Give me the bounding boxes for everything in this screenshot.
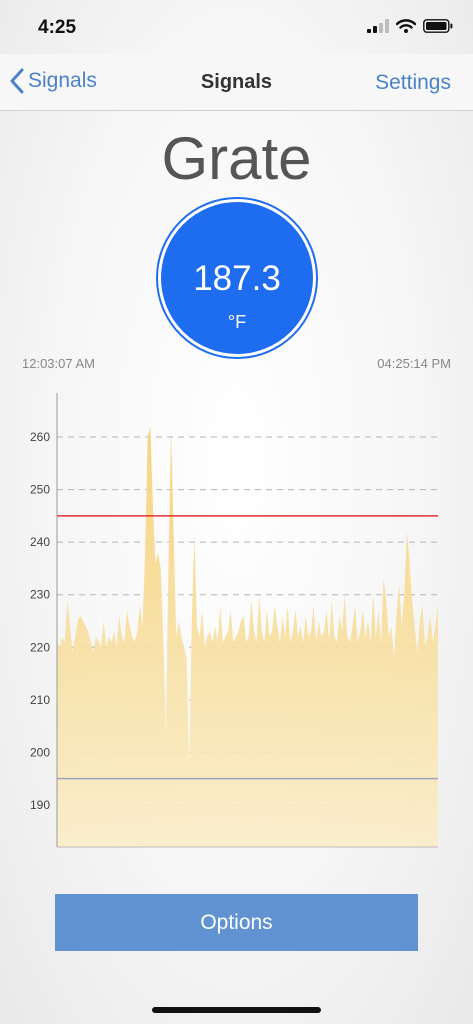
battery-icon	[423, 19, 453, 33]
home-indicator	[152, 1007, 321, 1013]
options-button[interactable]: Options	[55, 894, 418, 951]
cellular-signal-icon	[367, 19, 389, 33]
y-tick-label: 200	[30, 745, 50, 759]
y-tick-label: 190	[30, 798, 50, 812]
y-tick-label: 230	[30, 588, 50, 602]
time-range-end: 04:25:14 PM	[377, 356, 451, 371]
status-bar: 4:25	[0, 0, 473, 54]
y-tick-label: 260	[30, 430, 50, 444]
temperature-chart: 190 200 210 220 230 240 250 260	[30, 393, 438, 848]
chevron-left-icon	[10, 68, 24, 94]
status-time: 4:25	[38, 17, 77, 38]
back-button[interactable]: Signals	[10, 68, 97, 94]
wifi-icon	[396, 19, 416, 33]
y-tick-label: 250	[30, 483, 50, 497]
navigation-bar: Signals Signals Settings	[0, 54, 473, 111]
settings-button[interactable]: Settings	[375, 71, 451, 94]
status-icons	[367, 19, 453, 33]
reading-circle: 187.3 °F	[158, 199, 316, 357]
back-button-label: Signals	[28, 69, 97, 92]
temperature-series-area	[57, 426, 438, 847]
y-tick-label: 210	[30, 693, 50, 707]
signal-name: Grate	[161, 125, 312, 192]
reading-unit: °F	[227, 312, 247, 332]
reading-value: 187.3	[193, 259, 281, 298]
y-tick-label: 220	[30, 640, 50, 654]
time-range-start: 12:03:07 AM	[22, 356, 95, 371]
y-tick-label: 240	[30, 535, 50, 549]
